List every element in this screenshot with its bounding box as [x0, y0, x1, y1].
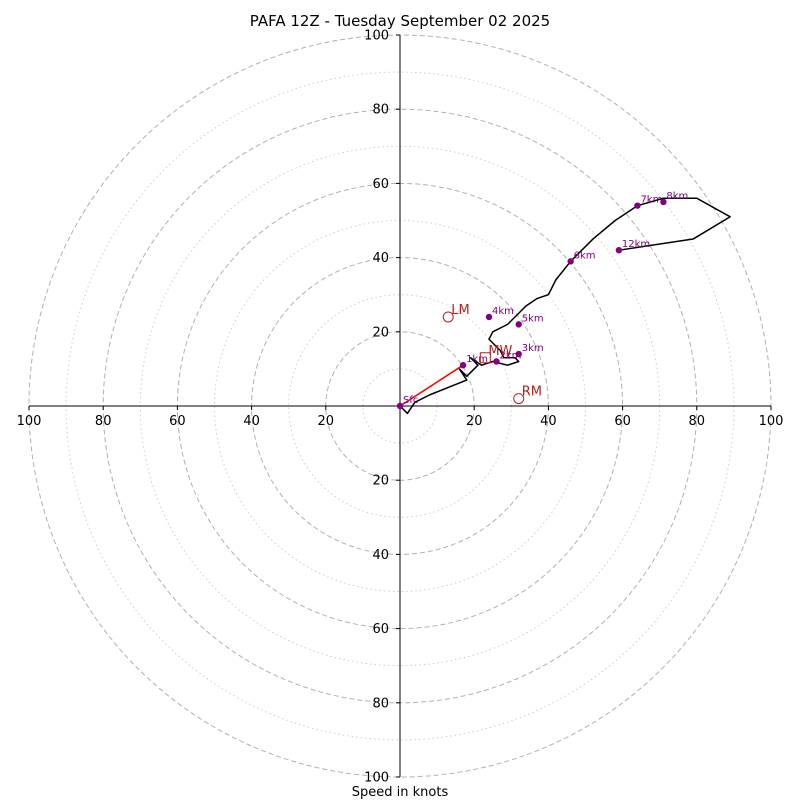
height-label-2km: 2km [499, 350, 521, 361]
height-point-3km [515, 350, 522, 358]
x-tick-label-right-80: 80 [689, 414, 706, 429]
x-tick-label-right-60: 60 [614, 414, 631, 429]
y-tick-label-down-20: 20 [372, 474, 389, 489]
x-tick-label-left-60: 60 [169, 414, 186, 429]
height-label-sfc: Sfc [403, 395, 418, 406]
x-tick-label-left-100: 100 [17, 414, 42, 429]
height-label-6km: 6km [574, 250, 596, 261]
height-label-1km: 1km [466, 354, 488, 365]
tick-labels: 20 20 20 20 40 40 40 40 60 60 60 60 80 80 80 80 100 100 10… [17, 29, 784, 786]
height-point-5km [515, 321, 522, 328]
x-tick-label-left-40: 40 [243, 414, 260, 429]
height-label-3km: 3km [522, 343, 544, 354]
height-label-12km: 12km [622, 239, 650, 250]
x-tick-label-right-20: 20 [466, 414, 483, 429]
hodograph-line [399, 197, 731, 415]
height-point-2km [493, 358, 500, 365]
rm-marker [513, 393, 525, 405]
lm-marker [442, 311, 454, 323]
x-tick-label-right-100: 100 [759, 414, 784, 429]
height-point-8km [660, 198, 667, 206]
mw-marker [479, 352, 491, 364]
height-point-7km [634, 202, 641, 209]
y-tick-label-down-40: 40 [372, 548, 389, 563]
x-axis-label: Speed in knots [352, 785, 449, 800]
y-tick-label-down-60: 60 [372, 622, 389, 637]
chart-title: PAFA 12Z - Tuesday September 02 2025 [250, 12, 550, 30]
y-tick-label-down-80: 80 [372, 696, 389, 711]
height-point-sfc [396, 402, 404, 410]
lm-label: LM [451, 303, 469, 318]
height-label-4km: 4km [492, 306, 514, 317]
x-tick-label-left-20: 20 [318, 414, 335, 429]
y-tick-label-up-80: 80 [372, 103, 389, 118]
x-tick-label-right-40: 40 [540, 414, 557, 429]
height-point-1km [459, 361, 467, 369]
height-point-12km [615, 246, 623, 254]
height-label-5km: 5km [522, 313, 544, 324]
y-tick-label-up-40: 40 [372, 251, 389, 266]
y-tick-label-up-60: 60 [372, 177, 389, 192]
y-tick-label-down-100: 100 [364, 771, 389, 786]
rm-label: RM [522, 385, 542, 400]
height-point-4km [485, 313, 493, 321]
surface-1km-shear-line [399, 364, 464, 407]
y-tick-label-up-100: 100 [364, 29, 389, 44]
height-label-8km: 8km [666, 191, 688, 202]
height-point-6km [567, 258, 574, 265]
storm-motion-markers: LM MW RM [442, 303, 542, 405]
x-tick-label-left-80: 80 [95, 414, 112, 429]
y-tick-label-up-20: 20 [372, 325, 389, 340]
height-label-7km: 7km [640, 195, 662, 206]
mw-label: MW [488, 344, 512, 359]
hodograph-traces [399, 197, 731, 415]
